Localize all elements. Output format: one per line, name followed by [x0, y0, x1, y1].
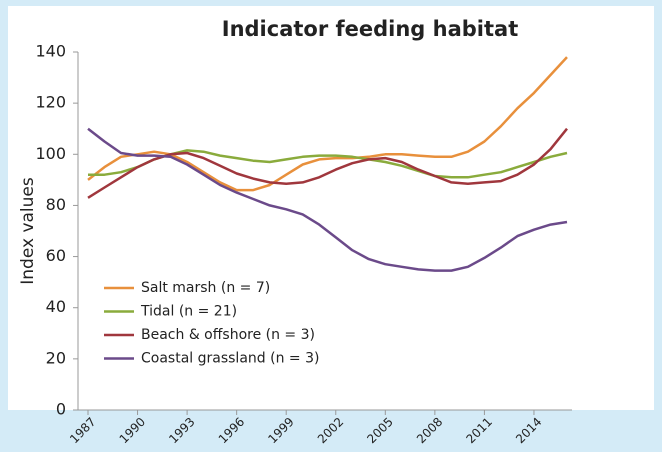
- y-tick-label: 0: [56, 400, 66, 419]
- series-line: [87, 127, 568, 199]
- legend-label: Coastal grassland (n = 3): [141, 351, 319, 367]
- y-tick-label: 40: [46, 297, 66, 316]
- chart-title: Indicator feeding habitat: [222, 17, 519, 41]
- legend-label: Salt marsh (n = 7): [141, 280, 270, 296]
- y-tick-label: 80: [46, 195, 66, 214]
- y-tick-label: 100: [35, 144, 66, 163]
- y-tick-label: 120: [35, 93, 66, 112]
- legend-label: Beach & offshore (n = 3): [141, 327, 315, 343]
- series-line: [87, 127, 568, 272]
- legend-label: Tidal (n = 21): [140, 304, 237, 320]
- y-tick-label: 60: [46, 246, 66, 265]
- legend-box: [98, 276, 320, 384]
- y-tick-label: 140: [35, 42, 66, 61]
- y-tick-label: 20: [46, 348, 66, 367]
- y-axis-label: Index values: [18, 177, 38, 285]
